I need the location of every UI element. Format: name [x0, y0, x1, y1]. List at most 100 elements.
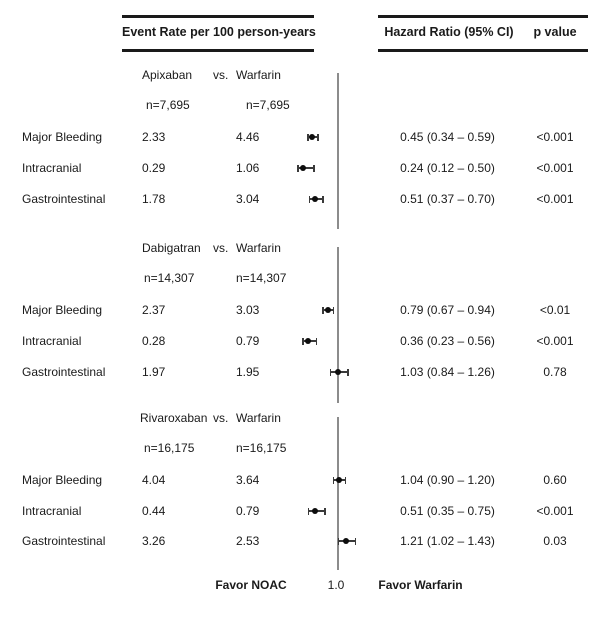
drug-name: Dabigatran [142, 241, 201, 255]
comparator-event-rate: 4.46 [236, 130, 260, 144]
comparator-event-rate: 0.79 [236, 334, 260, 348]
hr-point-marker [305, 338, 312, 344]
p-value: 0.03 [543, 534, 567, 548]
ci-whisker [329, 371, 349, 373]
outcome-label: Major Bleeding [22, 473, 103, 487]
p-value: <0.001 [536, 161, 574, 175]
reference-value-label: 1.0 [327, 578, 345, 592]
favor-warfarin-label: Favor Warfarin [378, 578, 463, 592]
ci-whisker [322, 309, 335, 311]
comparator-name: Warfarin [236, 411, 281, 425]
treatment-n: n=7,695 [146, 98, 190, 112]
comparator-n: n=7,695 [246, 98, 290, 112]
outcome-label: Gastrointestinal [22, 534, 106, 548]
comparator-n: n=14,307 [236, 271, 287, 285]
hr-point-marker [311, 508, 318, 514]
ci-cap [347, 368, 349, 376]
comparator-name: Warfarin [236, 68, 281, 82]
ci-whisker [332, 479, 346, 481]
hr-point-marker [335, 477, 342, 483]
comparator-name: Warfarin [236, 241, 281, 255]
comparator-event-rate: 3.04 [236, 192, 260, 206]
versus-label: vs. [213, 411, 229, 425]
outcome-label: Major Bleeding [22, 130, 103, 144]
drug-name: Rivaroxaban [140, 411, 208, 425]
ci-cap [302, 337, 304, 345]
ci-cap [329, 368, 332, 376]
event-rate-header-rule-bottom [122, 49, 314, 52]
drug-name: Apixaban [142, 68, 193, 82]
comparator-event-rate: 3.64 [236, 473, 260, 487]
hazard-ratio-header-title: Hazard Ratio (95% CI) [384, 25, 514, 39]
reference-line-segment [337, 417, 339, 570]
outcome-label: Major Bleeding [22, 303, 103, 317]
ci-cap [307, 507, 310, 515]
ci-cap [322, 195, 324, 203]
treatment-event-rate: 2.33 [142, 130, 166, 144]
ci-cap [307, 133, 309, 141]
p-value: <0.01 [539, 303, 571, 317]
treatment-event-rate: 3.26 [142, 534, 166, 548]
versus-label: vs. [213, 241, 229, 255]
event-rate-header-title: Event Rate per 100 person-years [122, 25, 316, 39]
hr-ci-value: 0.51 (0.35 – 0.75) [400, 504, 495, 518]
treatment-event-rate: 0.28 [142, 334, 166, 348]
ci-whisker [337, 540, 357, 542]
hr-ci-value: 1.03 (0.84 – 1.26) [400, 365, 495, 379]
ci-cap [337, 537, 340, 545]
p-value: <0.001 [536, 504, 574, 518]
ci-whisker [308, 198, 324, 200]
treatment-n: n=16,175 [144, 441, 195, 455]
hr-point-marker [324, 307, 331, 313]
hr-ci-value: 0.79 (0.67 – 0.94) [400, 303, 495, 317]
treatment-event-rate: 1.97 [142, 365, 166, 379]
comparator-event-rate: 3.03 [236, 303, 260, 317]
hr-ci-value: 0.45 (0.34 – 0.59) [400, 130, 495, 144]
ci-cap [354, 537, 357, 545]
hr-ci-value: 0.36 (0.23 – 0.56) [400, 334, 495, 348]
p-value-header-title: p value [533, 25, 577, 39]
reference-line-segment [337, 73, 339, 229]
hr-point-marker [343, 538, 350, 544]
hr-point-marker [335, 369, 342, 375]
ci-cap [308, 195, 311, 203]
treatment-event-rate: 0.44 [142, 504, 166, 518]
hr-point-marker [309, 134, 316, 140]
hr-ci-value: 0.24 (0.12 – 0.50) [400, 161, 495, 175]
p-value: <0.001 [536, 192, 574, 206]
ci-cap [315, 337, 318, 345]
ci-cap [332, 476, 334, 484]
hr-point-marker [299, 165, 306, 171]
event-rate-header-rule-top [122, 15, 314, 18]
ci-cap [297, 164, 299, 172]
treatment-event-rate: 4.04 [142, 473, 166, 487]
ci-cap [324, 507, 326, 515]
ci-whisker [302, 340, 318, 342]
outcome-label: Intracranial [22, 504, 82, 518]
ci-whisker [307, 136, 319, 138]
treatment-event-rate: 0.29 [142, 161, 166, 175]
p-value: <0.001 [536, 334, 574, 348]
comparator-event-rate: 1.06 [236, 161, 260, 175]
ci-whisker [297, 167, 315, 169]
hazard-ratio-header-rule-bottom [378, 49, 588, 52]
comparator-event-rate: 1.95 [236, 365, 260, 379]
outcome-label: Intracranial [22, 161, 82, 175]
hr-point-marker [311, 196, 318, 202]
hr-ci-value: 1.21 (1.02 – 1.43) [400, 534, 495, 548]
ci-cap [317, 133, 319, 141]
treatment-event-rate: 1.78 [142, 192, 166, 206]
ci-cap [313, 164, 315, 172]
outcome-label: Gastrointestinal [22, 365, 106, 379]
hazard-ratio-header-rule-top [378, 15, 588, 18]
ci-cap [344, 476, 346, 484]
hr-ci-value: 1.04 (0.90 – 1.20) [400, 473, 495, 487]
ci-cap [322, 306, 324, 314]
comparator-event-rate: 2.53 [236, 534, 260, 548]
p-value: 0.78 [543, 365, 567, 379]
comparator-n: n=16,175 [236, 441, 287, 455]
p-value: <0.001 [536, 130, 574, 144]
p-value: 0.60 [543, 473, 567, 487]
versus-label: vs. [213, 68, 229, 82]
